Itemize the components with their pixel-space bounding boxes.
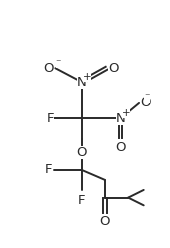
Text: F: F bbox=[45, 163, 52, 176]
Text: O: O bbox=[108, 62, 118, 75]
Text: F: F bbox=[47, 112, 54, 125]
Text: O: O bbox=[43, 62, 54, 75]
Text: +: + bbox=[83, 72, 91, 82]
Text: O: O bbox=[141, 96, 151, 109]
Text: O: O bbox=[76, 147, 87, 159]
Text: ⁻: ⁻ bbox=[144, 93, 150, 102]
Text: F: F bbox=[78, 194, 86, 207]
Text: O: O bbox=[115, 141, 126, 155]
Text: ⁻: ⁻ bbox=[56, 58, 61, 68]
Text: O: O bbox=[100, 215, 110, 228]
Text: N: N bbox=[77, 76, 87, 89]
Text: +: + bbox=[122, 108, 130, 118]
Text: N: N bbox=[116, 112, 125, 125]
